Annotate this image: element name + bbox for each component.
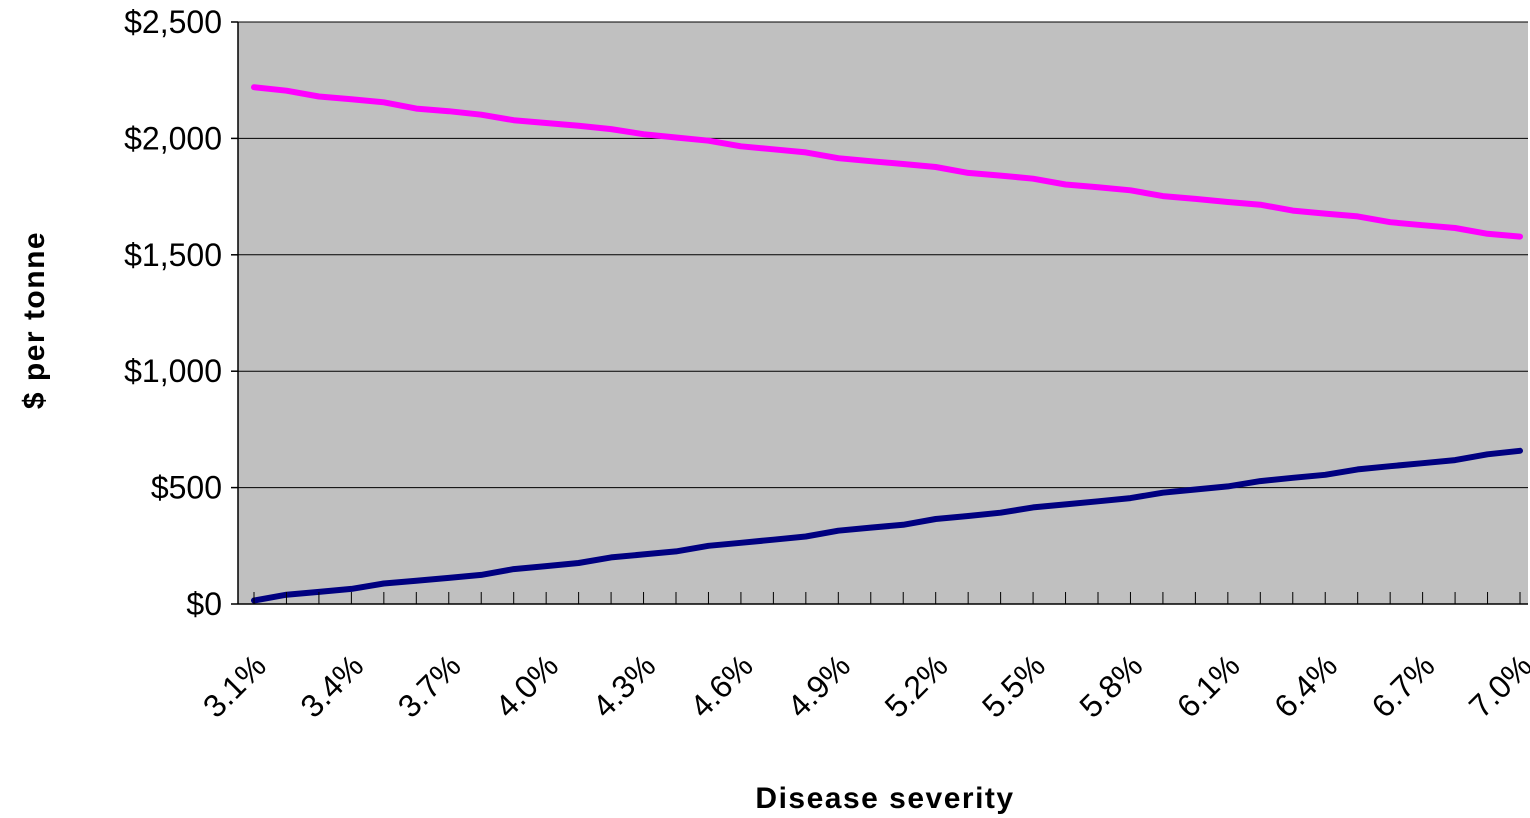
y-tick-label-1: $500 bbox=[151, 470, 222, 506]
x-axis-tick-labels: 3.1% 3.4% 3.7% 4.0% 4.3% 4.6% 4.9% 5.2% 5.5% 5.8%… bbox=[196, 647, 1530, 724]
series-line-1 bbox=[251, 84, 1523, 240]
x-tick-label-1: 3.4% bbox=[293, 647, 370, 724]
x-tick-label-12: 6.7% bbox=[1365, 647, 1442, 724]
x-tick-label-10: 6.1% bbox=[1170, 647, 1247, 724]
series-lines bbox=[251, 84, 1523, 604]
series-line-2 bbox=[251, 447, 1523, 604]
x-tick-label-6: 4.9% bbox=[780, 647, 857, 724]
gridlines bbox=[238, 21, 1528, 489]
y-tick-label-5: $2,500 bbox=[124, 4, 222, 40]
y-tick-label-2: $1,000 bbox=[124, 353, 222, 389]
x-tick-label-5: 4.6% bbox=[683, 647, 760, 724]
y-tick-label-3: $1,500 bbox=[124, 237, 222, 273]
x-tick-label-13: 7.0% bbox=[1462, 647, 1530, 724]
y-tick-label-4: $2,000 bbox=[124, 120, 222, 156]
axes bbox=[231, 21, 1528, 605]
x-tick-label-9: 5.8% bbox=[1072, 647, 1149, 724]
x-tick-label-11: 6.4% bbox=[1267, 647, 1344, 724]
x-tick-label-3: 4.0% bbox=[488, 647, 565, 724]
y-axis-tick-labels: $0 $500 $1,000 $1,500 $2,000 $2,500 bbox=[124, 4, 222, 622]
y-axis-title: $ per tonne bbox=[18, 231, 51, 409]
plot-area bbox=[238, 22, 1528, 604]
x-tick-label-8: 5.5% bbox=[975, 647, 1052, 724]
x-tick-label-7: 5.2% bbox=[878, 647, 955, 724]
x-axis-title: Disease severity bbox=[755, 782, 1014, 815]
x-tick-label-2: 3.7% bbox=[391, 647, 468, 724]
x-tick-label-0: 3.1% bbox=[196, 647, 273, 724]
y-tick-label-0: $0 bbox=[186, 586, 222, 622]
x-tick-label-4: 4.3% bbox=[585, 647, 662, 724]
